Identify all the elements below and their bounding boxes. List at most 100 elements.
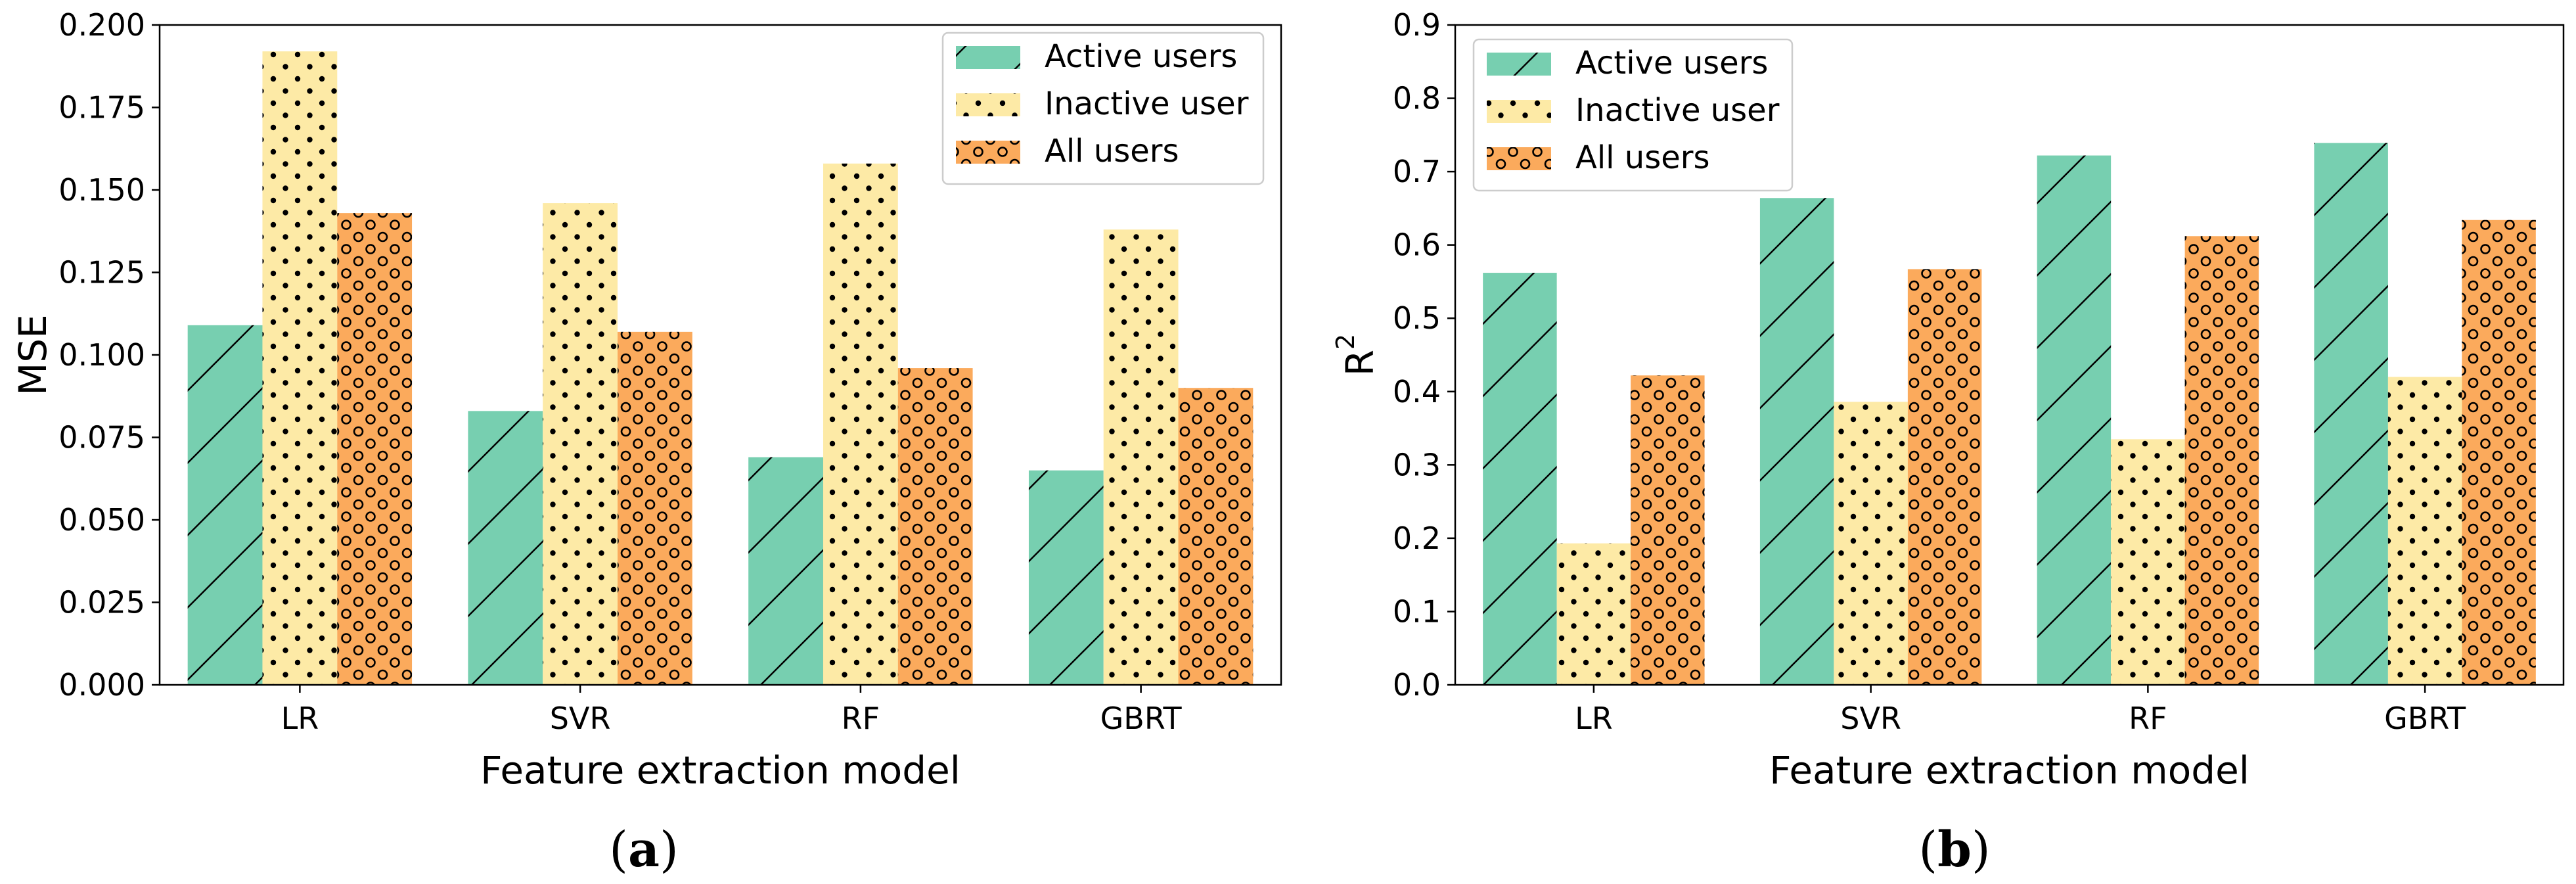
chart-a-bar-all-svr-hatch xyxy=(618,331,692,685)
chart-a-ytick-label: 0.100 xyxy=(58,337,145,373)
chart-a-bar-inactive-rf xyxy=(823,163,898,686)
chart-a-bar-inactive-svr-hatch xyxy=(543,203,618,686)
chart-b-bar-all-gbrt xyxy=(2462,220,2536,685)
chart-b-legend-swatch-hatch xyxy=(1487,147,1551,170)
chart-b-plot-frame xyxy=(1454,24,2565,686)
chart-a-ytick-label: 0.150 xyxy=(58,172,145,208)
chart-a-bar-all-rf xyxy=(897,368,973,685)
chart-a-legend-label-active: Active users xyxy=(1045,38,1237,75)
chart-b-xtick-label: RF xyxy=(2129,701,2167,736)
chart-b-bar-inactive-lr xyxy=(1556,543,1631,685)
chart-a-bar-active-lr xyxy=(187,325,263,685)
chart-b-panel-label: (b) xyxy=(1918,822,1991,878)
chart-b-legend-swatch-inactive xyxy=(1487,100,1551,123)
chart-b-bar-all-rf xyxy=(2184,236,2259,685)
chart-a-bar-all-svr xyxy=(618,331,692,685)
chart-b-legend-swatch-hatch xyxy=(1487,100,1551,123)
chart-a-panel-label: (a) xyxy=(609,822,679,878)
chart-b-ytick-label: 0.0 xyxy=(1393,667,1441,703)
chart-a-ylabel: MSE xyxy=(11,314,55,396)
chart-b-bar-inactive-rf-hatch xyxy=(2111,439,2185,685)
chart-b-panel-label-letter: b xyxy=(1937,822,1972,878)
chart-b-bar-active-lr xyxy=(1483,273,1557,686)
chart-b-legend-label-inactive: Inactive user xyxy=(1575,92,1780,129)
chart-b-xlabel: Feature extraction model xyxy=(1769,748,2249,793)
chart-b-bar-all-svr xyxy=(1907,269,1982,686)
chart-b-ylabel: R2 xyxy=(1331,334,1382,377)
chart-b-ylabel-superscript: 2 xyxy=(1331,334,1360,350)
chart-b-bar-all-gbrt-hatch xyxy=(2462,220,2536,685)
chart-a-bar-all-lr xyxy=(337,213,413,685)
chart-a-xtick-label: GBRT xyxy=(1100,701,1183,736)
chart-a-bar-inactive-lr-hatch xyxy=(262,51,338,685)
chart-a-bar-active-rf-hatch xyxy=(748,457,823,685)
chart-b-legend: Active users Inactive user All users xyxy=(1472,38,1794,192)
chart-b-bar-active-svr-hatch xyxy=(1759,198,1834,685)
chart-a-ytick-label: 0.025 xyxy=(58,585,145,620)
chart-b-bar-inactive-gbrt xyxy=(2387,377,2462,685)
chart-a-bar-active-svr-hatch xyxy=(468,411,543,685)
chart-a-ytick-label: 0.200 xyxy=(58,7,145,43)
chart-a-bar-inactive-lr xyxy=(262,51,338,685)
chart-a-bar-active-gbrt xyxy=(1028,470,1104,685)
chart-a-bar-active-svr xyxy=(468,411,543,685)
chart-a-bar-active-lr-hatch xyxy=(187,325,263,685)
chart-b-legend-swatch-active xyxy=(1487,53,1551,76)
chart-a-panel-label-letter: a xyxy=(628,822,660,878)
chart-a-legend: Active users Inactive user All users xyxy=(941,32,1265,185)
chart-b-ytick-label: 0.8 xyxy=(1393,81,1441,116)
chart-a-panel-label-open: ( xyxy=(609,822,628,878)
chart-a-bar-all-rf-hatch xyxy=(897,368,973,685)
chart-a-bar-inactive-gbrt xyxy=(1103,229,1179,685)
chart-b-ytick-label: 0.4 xyxy=(1393,374,1441,409)
chart-a-legend-swatch-active xyxy=(956,46,1020,69)
chart-b-bar-inactive-svr xyxy=(1834,402,1908,685)
chart-b-bar-inactive-svr-hatch xyxy=(1834,402,1908,685)
chart-b-bar-all-lr-hatch xyxy=(1631,375,1705,685)
chart-b-bar-all-rf-hatch xyxy=(2184,236,2259,685)
chart-b-bar-inactive-rf xyxy=(2111,439,2185,685)
chart-a-legend-frame xyxy=(941,32,1265,185)
chart-a-xlabel: Feature extraction model xyxy=(480,748,960,793)
chart-b-ytick-label: 0.2 xyxy=(1393,521,1441,556)
chart-a-xtick-label: LR xyxy=(281,701,319,736)
chart-b-bar-active-rf-hatch xyxy=(2037,155,2112,685)
chart-a-bar-all-gbrt xyxy=(1178,388,1254,685)
chart-a-legend-swatch-hatch xyxy=(956,141,1020,164)
chart-b-r-squared: 0.0 0.1 0.2 0.3 0.4 0.5 0.6 0.7 0.8 0.9 LR SVR RF GBR… xyxy=(1331,7,2565,878)
chart-a-legend-label-all: All users xyxy=(1045,133,1179,170)
chart-a-legend-swatch-hatch xyxy=(956,46,1020,69)
chart-a-bar-inactive-svr xyxy=(543,203,618,686)
chart-b-bar-active-gbrt-hatch xyxy=(2314,143,2388,686)
chart-a-bar-active-gbrt-hatch xyxy=(1028,470,1104,685)
chart-a-bar-all-lr-hatch xyxy=(337,213,413,685)
chart-a-ytick-label: 0.050 xyxy=(58,502,145,538)
chart-b-xtick-label: SVR xyxy=(1840,701,1901,736)
chart-b-bar-active-svr xyxy=(1759,198,1834,685)
chart-b-ytick-label: 0.1 xyxy=(1393,593,1441,629)
chart-b-legend-swatch-hatch xyxy=(1487,53,1551,76)
chart-b-ytick-label: 0.3 xyxy=(1393,447,1441,482)
chart-a-xtick-label: SVR xyxy=(550,701,611,736)
chart-b-ytick-label: 0.9 xyxy=(1393,7,1441,43)
chart-a-legend-swatch-inactive xyxy=(956,93,1020,116)
chart-b-panel-label-open: ( xyxy=(1918,822,1937,878)
chart-a-legend-swatch-all xyxy=(956,141,1020,164)
chart-b-bar-all-lr xyxy=(1631,375,1705,685)
chart-b-bar-inactive-gbrt-hatch xyxy=(2387,377,2462,685)
chart-a-legend-swatch-hatch xyxy=(956,93,1020,116)
chart-b-bar-active-gbrt xyxy=(2314,143,2388,686)
chart-b-legend-label-all: All users xyxy=(1575,139,1709,176)
chart-b-panel-label-close: ) xyxy=(1972,822,1991,878)
chart-b-ytick-label: 0.5 xyxy=(1393,300,1441,336)
chart-a-xtick-label: RF xyxy=(842,701,880,736)
chart-b-bar-inactive-lr-hatch xyxy=(1556,543,1631,685)
chart-a-ytick-label: 0.000 xyxy=(58,667,145,703)
chart-b-bar-active-rf xyxy=(2037,155,2112,685)
chart-b-legend-swatch-all xyxy=(1487,147,1551,170)
chart-a-ytick-label: 0.175 xyxy=(58,90,145,126)
chart-a-bar-all-gbrt-hatch xyxy=(1178,388,1254,685)
chart-a-legend-label-inactive: Inactive user xyxy=(1045,85,1249,122)
chart-a-bar-inactive-rf-hatch xyxy=(823,163,898,686)
